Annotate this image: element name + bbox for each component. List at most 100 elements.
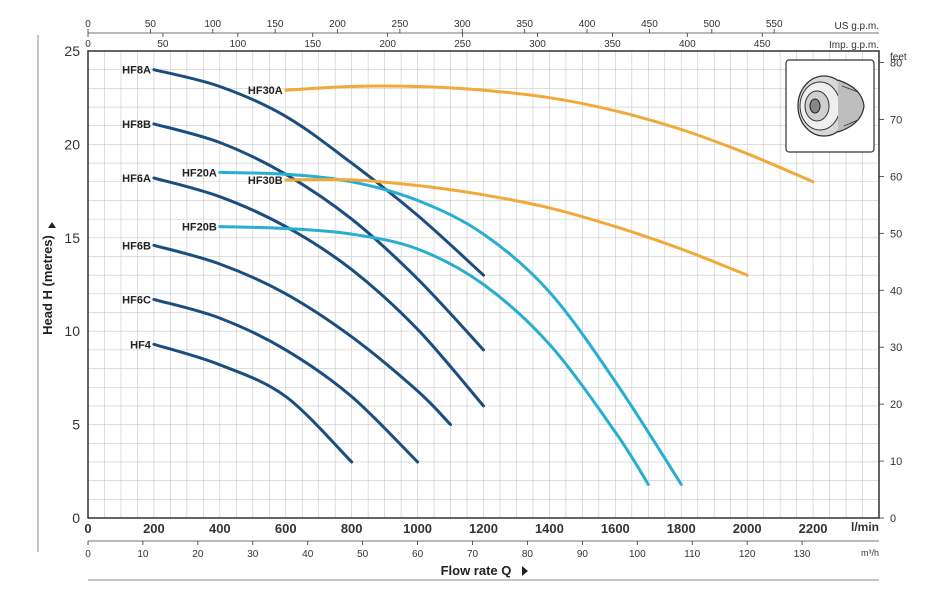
us-gpm-tick-label: 0 — [85, 19, 91, 30]
us-gpm-tick-label: 550 — [766, 19, 783, 30]
curve-hf20a — [218, 170, 683, 486]
feet-tick-label: 50 — [890, 228, 902, 240]
series-hf6a: HF6A — [122, 173, 485, 408]
series-hf30a: HF30A — [248, 84, 815, 184]
series-label-hf20b: HF20B — [182, 222, 217, 234]
imp-gpm-tick-label: 250 — [454, 39, 471, 50]
m3h-tick-label: 10 — [137, 549, 149, 560]
feet-tick-label: 30 — [890, 342, 902, 354]
series-hf4: HF4 — [130, 339, 354, 464]
curve-hf6a — [152, 176, 485, 408]
x-tick-label: 600 — [275, 521, 297, 536]
series-hf6c: HF6C — [122, 294, 420, 464]
us-gpm-unit: US g.p.m. — [835, 21, 879, 32]
y-tick-label: 5 — [72, 417, 80, 433]
m3h-tick-label: 50 — [357, 549, 369, 560]
us-gpm-tick-label: 500 — [703, 19, 720, 30]
us-gpm-tick-label: 100 — [204, 19, 221, 30]
imp-gpm-tick-label: 0 — [85, 39, 91, 50]
us-gpm-tick-label: 450 — [641, 19, 658, 30]
imp-gpm-tick-label: 450 — [754, 39, 771, 50]
series-label-hf30a: HF30A — [248, 85, 283, 97]
m3h-axis: 0 10 20 30 40 50 60 70 80 90 100 110 120 130 — [85, 541, 811, 560]
feet-tick-label: 10 — [890, 456, 902, 468]
plot-frame — [87, 50, 880, 519]
curve-hf6b — [152, 243, 452, 427]
feet-tick-label: 80 — [890, 58, 902, 70]
pump-image — [785, 59, 875, 153]
imp-gpm-tick-label: 100 — [229, 39, 246, 50]
imp-gpm-tick-label: 50 — [157, 39, 169, 50]
series-label-hf6c: HF6C — [122, 294, 151, 306]
m3h-tick-label: 0 — [85, 549, 91, 560]
series-label-hf4: HF4 — [130, 339, 152, 351]
x-axis-arrow-icon — [522, 566, 528, 576]
m3h-tick-label: 30 — [247, 549, 259, 560]
y-tick-label: 20 — [64, 136, 80, 152]
m3h-tick-label: 40 — [302, 549, 314, 560]
series-label-hf30b: HF30B — [248, 175, 283, 187]
us-gpm-axis: 0 50 100 150 200 250 300 350 400 450 500 550 — [85, 19, 783, 33]
us-gpm-tick-label: 300 — [454, 19, 471, 30]
x-tick-label: 0 — [84, 521, 91, 536]
x-tick-label: 400 — [209, 521, 231, 536]
curve-hf30a — [284, 84, 815, 184]
imp-gpm-tick-label: 300 — [529, 39, 546, 50]
x-tick-label: 1600 — [601, 521, 630, 536]
feet-tick-label: 60 — [890, 171, 902, 183]
curve-hf8a — [152, 68, 485, 277]
y-tick-label: 15 — [64, 230, 80, 246]
us-gpm-tick-label: 150 — [267, 19, 284, 30]
imp-gpm-tick-label: 400 — [679, 39, 696, 50]
feet-tick-label: 0 — [890, 513, 896, 525]
m3h-tick-label: 60 — [412, 549, 424, 560]
series-hf8a: HF8A — [122, 65, 485, 277]
us-gpm-tick-label: 250 — [392, 19, 409, 30]
series-hf20a: HF20A — [182, 167, 683, 486]
series-hf30b: HF30B — [248, 175, 749, 277]
x-tick-label: 800 — [341, 521, 363, 536]
m3h-tick-label: 120 — [739, 549, 756, 560]
feet-tick-label: 20 — [890, 399, 902, 411]
feet-tick-label: 70 — [890, 114, 902, 126]
m3h-tick-label: 90 — [577, 549, 589, 560]
y-tick-label: 0 — [72, 510, 80, 526]
feet-axis: 0 10 20 30 40 50 60 70 80 — [879, 58, 902, 525]
series-label-hf6b: HF6B — [122, 240, 151, 252]
x-unit: l/min — [851, 520, 879, 534]
us-gpm-tick-label: 400 — [579, 19, 596, 30]
x-tick-label: 1000 — [403, 521, 432, 536]
m3h-tick-label: 130 — [794, 549, 811, 560]
imp-gpm-tick-label: 200 — [379, 39, 396, 50]
y-axis-title: Head H (metres) — [40, 235, 55, 335]
x-tick-label: 1400 — [535, 521, 564, 536]
y-tick-label: 10 — [64, 323, 80, 339]
x-axis-title: Flow rate Q — [441, 563, 512, 578]
series-layer: HF8A HF8B HF6A HF6B HF6C HF4 HF20A HF20B HF30A HF… — [122, 65, 815, 486]
curve-hf6c — [152, 297, 420, 464]
m3h-tick-label: 100 — [629, 549, 646, 560]
series-hf6b: HF6B — [122, 240, 452, 427]
imp-gpm-axis: 0 50 100 150 200 250 300 350 400 450 — [85, 33, 771, 50]
x-tick-label: 2000 — [733, 521, 762, 536]
y-tick-label: 25 — [64, 43, 80, 59]
curve-hf4 — [152, 342, 354, 464]
series-label-hf20a: HF20A — [182, 167, 217, 179]
curve-hf8b — [152, 122, 485, 352]
series-label-hf8b: HF8B — [122, 119, 151, 131]
us-gpm-tick-label: 200 — [329, 19, 346, 30]
flow-lmin-axis: 0 200 400 600 800 1000 1200 1400 1600 1800 2000 220… — [84, 521, 827, 536]
imp-gpm-unit: Imp. g.p.m. — [829, 40, 879, 51]
head-axis: 0 5 10 15 20 25 — [64, 43, 80, 526]
feet-unit: feet — [890, 52, 907, 63]
m3h-tick-label: 80 — [522, 549, 534, 560]
x-tick-label: 1800 — [667, 521, 696, 536]
m3h-tick-label: 20 — [192, 549, 204, 560]
imp-gpm-tick-label: 150 — [304, 39, 321, 50]
m3h-tick-label: 70 — [467, 549, 479, 560]
series-label-hf8a: HF8A — [122, 65, 151, 77]
x-tick-label: 2200 — [799, 521, 828, 536]
pump-icon — [797, 75, 865, 137]
feet-tick-label: 40 — [890, 285, 902, 297]
m3h-tick-label: 110 — [684, 549, 700, 560]
